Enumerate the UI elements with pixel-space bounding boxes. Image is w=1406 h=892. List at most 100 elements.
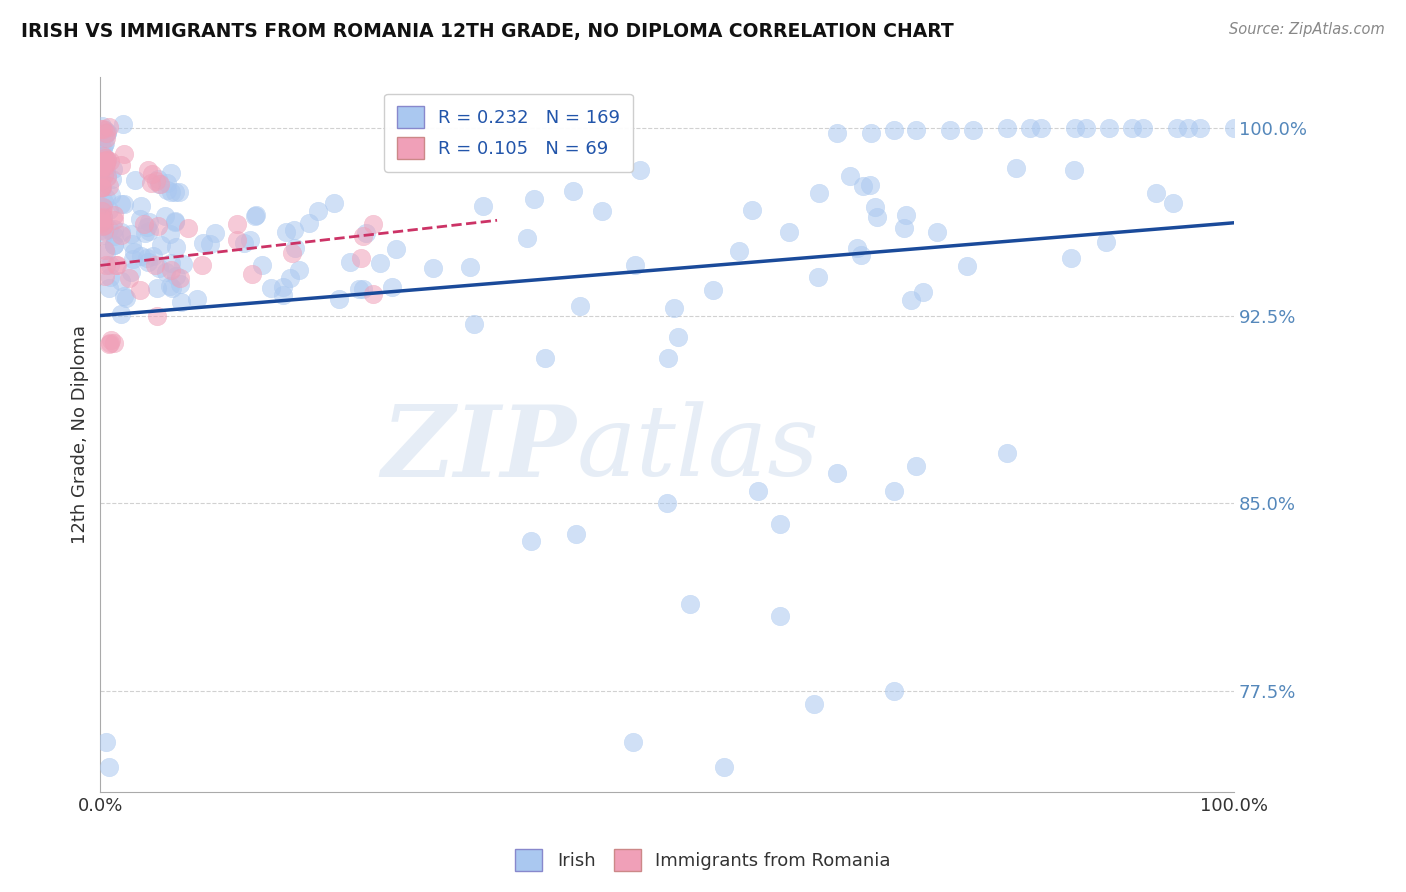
Point [516,231,538,245]
Point [159,227,181,241]
Point [169,277,191,291]
Point [679,597,702,611]
Point [1177,120,1199,135]
Point [100,258,122,272]
Point [100,334,122,348]
Point [1063,163,1085,178]
Point [1076,120,1098,135]
Point [90,172,112,186]
Point [96,126,118,140]
Text: ZIP: ZIP [381,401,576,497]
Point [98,759,121,773]
Point [90,155,112,169]
Point [368,256,391,270]
Point [94,136,117,150]
Point [191,235,214,250]
Point [1018,120,1040,135]
Point [280,271,302,285]
Point [110,307,132,321]
Point [149,177,172,191]
Point [91,169,114,183]
Point [91,211,114,225]
Point [121,252,143,267]
Point [839,169,862,183]
Point [995,446,1018,460]
Point [96,153,118,167]
Text: Source: ZipAtlas.com: Source: ZipAtlas.com [1229,22,1385,37]
Point [900,293,922,307]
Point [846,241,869,255]
Point [98,120,121,134]
Point [825,126,848,140]
Point [741,202,763,217]
Point [239,233,262,247]
Point [458,260,481,274]
Point [90,180,112,194]
Point [148,261,170,276]
Point [350,251,373,265]
Point [96,153,118,167]
Point [145,174,167,188]
Point [103,238,125,252]
Point [160,166,183,180]
Point [226,233,249,247]
Point [422,260,444,275]
Point [1163,195,1185,210]
Point [94,258,117,272]
Point [925,225,948,239]
Point [170,295,193,310]
Point [200,236,222,251]
Point [114,291,136,305]
Point [90,155,112,169]
Point [276,225,298,239]
Point [122,245,145,260]
Point [160,185,183,199]
Point [112,117,135,131]
Point [1166,120,1188,135]
Point [112,196,135,211]
Point [136,254,159,268]
Point [94,152,117,166]
Point [96,125,118,139]
Point [271,280,294,294]
Point [120,264,142,278]
Point [149,238,172,252]
Point [591,204,613,219]
Point [93,138,115,153]
Point [112,289,135,303]
Legend: Irish, Immigrants from Romania: Irish, Immigrants from Romania [508,842,898,879]
Point [138,225,160,239]
Point [352,228,374,243]
Point [132,217,155,231]
Point [159,263,181,277]
Point [98,335,121,350]
Point [1064,120,1087,135]
Point [911,285,934,300]
Point [98,281,121,295]
Point [385,242,408,256]
Point [860,126,883,140]
Point [101,162,124,177]
Point [778,225,800,239]
Point [883,684,905,698]
Point [939,123,962,137]
Point [352,282,374,296]
Point [121,237,143,252]
Point [863,200,886,214]
Point [851,248,873,262]
Point [90,219,112,233]
Point [1121,120,1143,135]
Point [90,139,112,153]
Point [141,167,163,181]
Point [356,226,378,240]
Point [1029,120,1052,135]
Point [727,244,749,258]
Point [155,265,177,279]
Point [243,209,266,223]
Point [105,259,128,273]
Point [523,192,546,206]
Point [90,202,112,216]
Point [956,259,979,273]
Point [94,122,117,136]
Point [98,270,121,285]
